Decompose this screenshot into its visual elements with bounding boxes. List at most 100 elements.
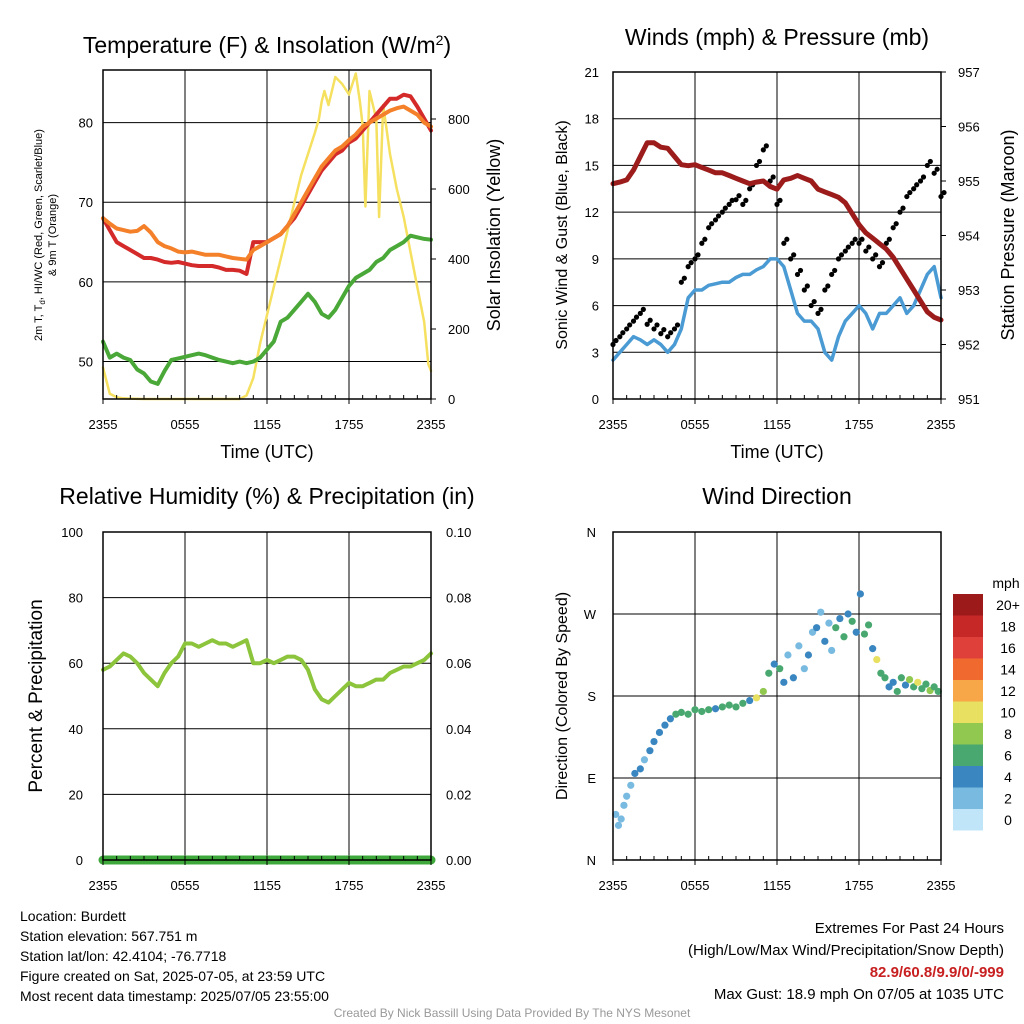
- gust-point: [866, 244, 872, 250]
- gust-point: [756, 158, 763, 165]
- gust-point: [845, 244, 851, 250]
- gust-point: [859, 236, 865, 242]
- gust-point: [726, 201, 732, 207]
- y-axis-label: Direction (Colored By Speed): [554, 592, 571, 800]
- legend-swatch: [953, 680, 983, 702]
- winds-pressure-chart: 0 3 6 9 12 15 18 21 951 952 953 954 955 956 957 2355 055…: [554, 24, 1018, 462]
- wind-direction-point: [770, 660, 778, 668]
- wind-direction-point: [893, 687, 901, 696]
- wind-direction-point: [698, 707, 706, 716]
- wind-direction-point: [666, 715, 675, 723]
- gust-point: [637, 310, 643, 316]
- sonic-wind-line: [611, 257, 943, 362]
- y-tick-label-right: 0.00: [446, 853, 471, 868]
- y-axis-label-left: Sonic Wind & Gust (Blue, Black): [554, 120, 571, 349]
- gust-point: [883, 240, 889, 246]
- wind-direction-point: [752, 694, 761, 702]
- wind-direction-point: [836, 614, 844, 623]
- gust-point: [873, 252, 879, 258]
- wind-direction-point: [914, 678, 922, 686]
- y-tick-label-left: 20: [69, 787, 83, 802]
- gust-point: [770, 174, 776, 180]
- gust-point: [835, 256, 842, 262]
- y-axis-label-right: Station Pressure (Maroon): [998, 129, 1018, 340]
- x-tick-label: 1155: [763, 417, 791, 432]
- wind-direction-point: [631, 769, 639, 778]
- credit-line: Created By Nick Bassill Using Data Provi…: [333, 1006, 691, 1020]
- x-tick-label: 2355: [417, 417, 446, 432]
- gust-point: [774, 201, 780, 207]
- y-tick-label-right: 400: [448, 252, 470, 267]
- x-tick-label: 1755: [845, 878, 874, 893]
- legend-swatch: [953, 787, 983, 809]
- wind-direction-point: [800, 665, 808, 673]
- gust-point: [856, 240, 862, 246]
- wind-direction-point: [804, 651, 813, 659]
- y-tick-label-left: 15: [585, 158, 599, 173]
- gust-point: [797, 267, 804, 274]
- y-tick-label-left: 9: [592, 252, 599, 267]
- gust-point: [890, 225, 896, 231]
- gust-point: [763, 143, 769, 149]
- chart-title: Wind Direction: [702, 483, 852, 509]
- gust-point: [911, 186, 917, 192]
- gust-point: [671, 326, 678, 332]
- wind-direction-point: [901, 681, 910, 689]
- x-axis-label: Time (UTC): [220, 442, 313, 462]
- gust-point: [904, 193, 910, 200]
- legend-label: 2: [1004, 791, 1012, 807]
- title-superscript: 2: [436, 32, 444, 48]
- x-tick-label: 0555: [171, 878, 200, 893]
- gust-point: [702, 236, 708, 242]
- gust-point: [838, 252, 845, 258]
- legend-label: 20+: [996, 597, 1020, 613]
- wind-direction-point: [864, 621, 873, 629]
- wind-direction-point: [817, 608, 825, 616]
- y-tick-label-left: 60: [79, 275, 93, 290]
- gust-point: [733, 197, 739, 203]
- wind-direction-point: [617, 815, 625, 823]
- ylabel-rest: , HI/WC (Red, Green, Scarlet/Blue): [33, 129, 45, 300]
- x-tick-label: 0555: [681, 417, 710, 432]
- gust-point: [924, 162, 930, 169]
- wind-direction-point: [856, 590, 864, 598]
- wind-direction-point: [813, 624, 821, 632]
- x-tick-label: 2355: [927, 878, 956, 893]
- gust-point: [715, 213, 722, 219]
- y-axis-label-left: 2m T, Td, HI/WC (Red, Green, Scarlet/Blu…: [33, 129, 47, 341]
- recent-data-text: Most recent data timestamp: 2025/07/05 2…: [20, 988, 329, 1004]
- wind-direction-point: [746, 696, 754, 705]
- gust-point: [685, 264, 691, 270]
- gust-point: [743, 197, 749, 203]
- gust-point: [931, 170, 937, 176]
- pressure-line: [610, 140, 944, 323]
- y-tick-label-left: 18: [585, 112, 599, 127]
- gust-point: [709, 221, 715, 227]
- y-tick-label-left: 21: [585, 65, 599, 80]
- wind-direction-point: [905, 676, 914, 684]
- wind-direction-point: [795, 642, 803, 650]
- gust-point: [633, 314, 640, 320]
- title-end: ): [443, 32, 451, 58]
- legend-label: 10: [1000, 705, 1016, 721]
- gust-point: [870, 256, 876, 262]
- wind-direction-point: [732, 703, 740, 711]
- y-axis-label-right: Solar Insolation (Yellow): [484, 139, 504, 331]
- gust-point: [624, 326, 630, 332]
- wind-direction-point: [672, 710, 680, 718]
- wind-direction-point: [640, 756, 649, 764]
- gust-point: [914, 182, 920, 188]
- y-tick-label-right: 951: [958, 392, 980, 407]
- x-tick-label: 1155: [763, 878, 791, 893]
- legend-swatch: [953, 809, 983, 831]
- gust-point: [736, 193, 742, 199]
- x-tick-label: 1755: [335, 417, 364, 432]
- y-tick-label-left: 60: [69, 656, 83, 671]
- gust-point: [740, 201, 746, 207]
- gust-point: [654, 322, 660, 328]
- wind-direction-point: [784, 651, 792, 659]
- gust-point: [692, 256, 698, 262]
- gust-point: [811, 298, 817, 305]
- wind-direction-point: [759, 687, 767, 696]
- y-tick-label-left: 80: [69, 591, 83, 606]
